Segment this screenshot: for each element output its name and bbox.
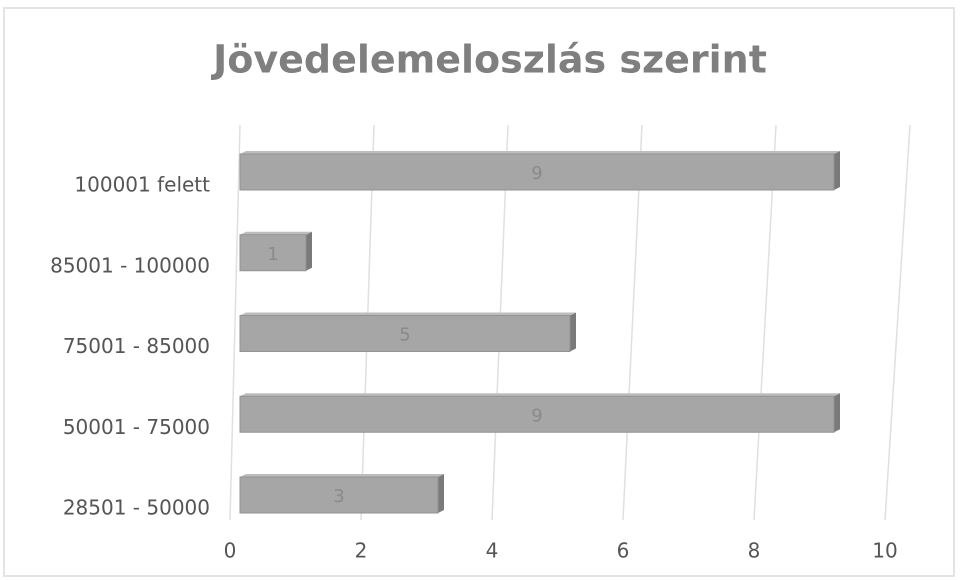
bar [239, 476, 439, 514]
category-label: 100001 felett [74, 173, 210, 197]
data-label: 3 [333, 486, 344, 507]
x-tick-label: 6 [617, 539, 630, 563]
bar-side [438, 474, 444, 513]
data-label: 9 [531, 405, 542, 426]
grid-line [884, 124, 911, 521]
chart-frame [3, 7, 955, 577]
bar [239, 315, 571, 352]
category-label: 50001 - 75000 [63, 415, 210, 439]
bar-side [570, 312, 576, 352]
x-tick-label: 10 [872, 539, 897, 563]
grid-line [229, 124, 241, 521]
x-tick-label: 8 [748, 539, 761, 563]
chart-title: Jövedelemeloszlás szerint [210, 38, 767, 82]
bar-top [240, 393, 840, 397]
bar-top [240, 474, 444, 477]
bar-top [240, 231, 312, 235]
category-label: 28501 - 50000 [63, 496, 210, 520]
data-label: 1 [267, 244, 278, 265]
category-label: 75001 - 85000 [63, 334, 210, 358]
x-tick-label: 4 [486, 539, 499, 563]
data-label: 9 [531, 163, 542, 184]
bar [239, 395, 835, 433]
grid-line [753, 124, 777, 521]
bar [239, 153, 835, 191]
category-label: 85001 - 100000 [50, 253, 210, 277]
data-label: 5 [399, 325, 410, 346]
bar-side [834, 151, 840, 190]
bar [239, 234, 307, 272]
x-tick-label: 2 [355, 539, 368, 563]
x-tick-label: 0 [224, 539, 237, 563]
bar-side [306, 231, 312, 271]
bar-top [240, 312, 576, 316]
bar-top [240, 151, 840, 154]
grid-line [622, 124, 643, 521]
bar-side [834, 393, 840, 433]
